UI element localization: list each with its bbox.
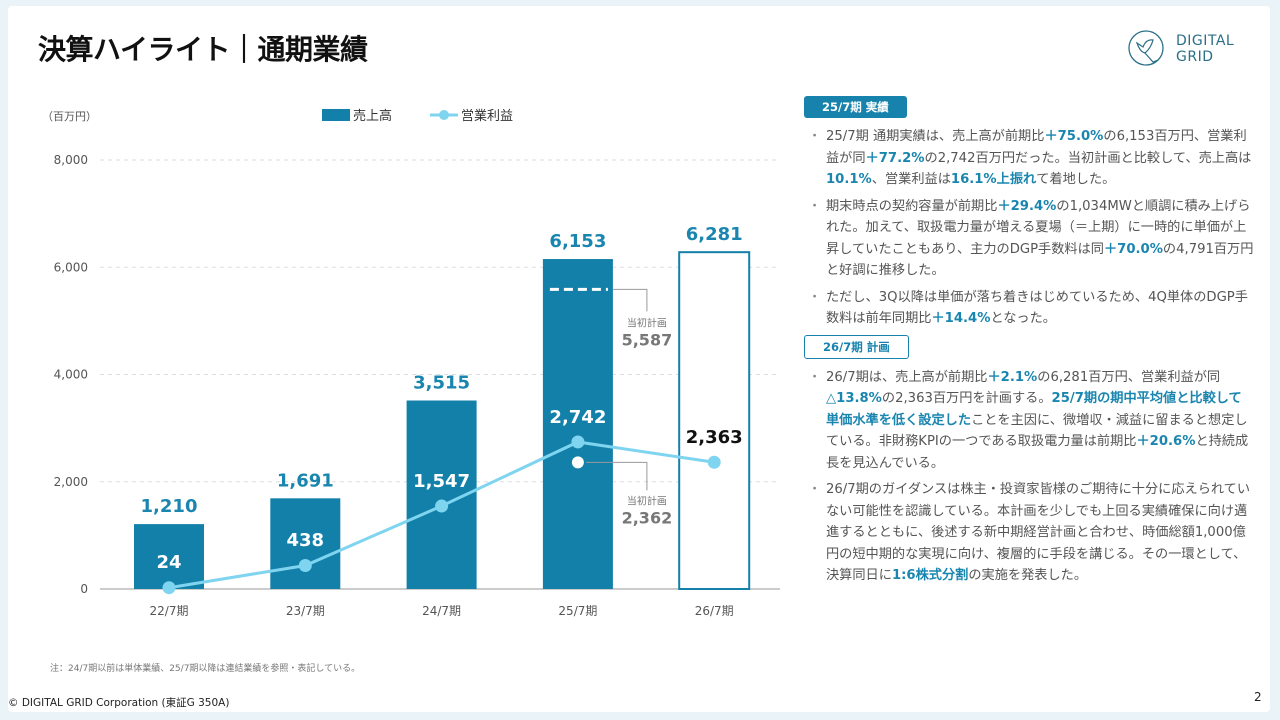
body-text: 、営業利益は	[871, 172, 951, 187]
body-text: の2,363百万円を計画する。	[881, 391, 1052, 406]
page-title: 決算ハイライト｜通期業績	[38, 33, 368, 66]
highlight-text: ＋70.0%	[1103, 241, 1163, 257]
y-tick-label: 4,000	[54, 368, 88, 382]
highlight-text: ＋29.4%	[997, 198, 1057, 214]
x-tick-label: 26/7期	[695, 604, 734, 618]
annotation-value: 2,362	[622, 508, 673, 527]
bullet-item: 期末時点の契約容量が前期比＋29.4%の1,034MWと順調に積み上げられた。加…	[804, 196, 1254, 282]
highlight-text: ＋75.0%	[1044, 129, 1104, 144]
footnote: 注：24/7期以前は単体業績、25/7期以降は連結業績を参照・表記している。	[50, 664, 361, 674]
annotation-leader	[585, 461, 648, 491]
body-text: ただし、3Q以降は単価が落ち着きはじめているため、4Q単体のDGP手数料は前年同…	[826, 289, 1248, 327]
revenue-profit-chart: （百万円） 0 2,000 4,000 6,000 8,000 売上高 営業利益 1,210 22…	[42, 108, 780, 618]
profit-point	[571, 435, 585, 449]
x-tick-label: 22/7期	[150, 604, 189, 618]
body-text: の6,153百万円、営業利益が同	[826, 129, 1247, 166]
profit-point	[707, 455, 721, 469]
body-text: 26/7期のガイダンスは株主・投資家皆様のご期待に十分に応えられていない可能性を…	[826, 482, 1251, 583]
bird-logo-icon	[1128, 30, 1164, 66]
body-text: の1,034MWと順調に積み上げられた。加えて、取扱電力量が増える夏場（＝上期）…	[826, 198, 1251, 257]
section-badge: 26/7期 計画	[804, 334, 909, 359]
bar-sales	[134, 524, 204, 589]
x-tick-label: 23/7期	[286, 604, 325, 618]
body-text: と持続成長を見込んでいる。	[826, 434, 1249, 471]
annotation-value: 5,587	[622, 330, 673, 349]
body-text: となった。	[990, 311, 1056, 326]
body-text: ことを主因に、微増収・減益に留まると想定している。非財務KPIの一つである取扱電…	[826, 412, 1248, 450]
x-tick-label: 25/7期	[558, 604, 597, 618]
body-text: 25/7期 通期実績は、売上高が前期比	[826, 129, 1045, 144]
y-tick-label: 2,000	[54, 475, 88, 489]
profit-value-label: 1,547	[413, 471, 470, 492]
bar-sales	[542, 259, 613, 589]
bar-value-label: 6,153	[549, 231, 606, 252]
body-text: 期末時点の契約容量が前期比	[826, 198, 998, 214]
page-number: 2	[1254, 690, 1262, 704]
profit-point	[435, 499, 449, 513]
bullet-item: ただし、3Q以降は単価が落ち着きはじめているため、4Q単体のDGP手数料は前年同…	[804, 287, 1254, 330]
legend-label-profit: 営業利益	[461, 108, 513, 124]
highlight-text: 10.1%	[826, 172, 872, 187]
bullet-item: 26/7期は、売上高が前期比＋2.1%の6,281百万円、営業利益が同 △13.8…	[804, 367, 1254, 475]
y-tick-label: 0	[80, 582, 88, 596]
logo-text-digital: DIGITAL	[1176, 33, 1235, 49]
highlight-text: ＋14.4%	[931, 311, 991, 326]
body-text: の実施を発表した。	[968, 568, 1088, 583]
y-tick-label: 6,000	[54, 260, 88, 274]
highlight-text: ＋2.1%	[987, 369, 1038, 385]
plan-profit-marker	[571, 456, 584, 469]
bar-value-label: 3,515	[413, 373, 470, 394]
bullet-list: 25/7期 通期実績は、売上高が前期比＋75.0%の6,153百万円、営業利益が…	[804, 126, 1254, 330]
section-badge: 25/7期 実績	[804, 96, 907, 118]
logo-text-grid: GRID	[1176, 49, 1214, 65]
company-logo: DIGITAL GRID	[1126, 28, 1234, 70]
x-tick-label: 24/7期	[422, 604, 461, 618]
body-text: の2,742百万円だった。当初計画と比較して、売上高は	[924, 150, 1252, 166]
legend-marker	[439, 110, 449, 120]
body-text: て着地した。	[1036, 172, 1116, 187]
commentary-panel: 25/7期 実績 25/7期 通期実績は、売上高が前期比＋75.0%の6,153百…	[804, 96, 1254, 592]
highlight-text: 25/7期の期中平均値と比較して単価水準を低く設定した	[826, 391, 1242, 428]
bar-value-label: 1,210	[141, 496, 198, 517]
profit-value-label: 24	[156, 552, 181, 573]
highlight-text: 1:6株式分割	[891, 568, 969, 583]
bar-value-label: 6,281	[686, 224, 743, 245]
legend-label-sales: 売上高	[353, 108, 392, 124]
annotation-label: 当初計画	[627, 316, 667, 329]
bar-value-label: 1,691	[277, 470, 334, 491]
highlight-text: ＋77.2%	[865, 150, 925, 166]
body-text: の4,791百万円と好調に推移した。	[826, 241, 1254, 279]
body-text: 26/7期は、売上高が前期比	[826, 369, 988, 385]
body-text: の6,281百万円、営業利益が同	[1037, 369, 1221, 385]
slide: 決算ハイライト｜通期業績 DIGITAL GRID 注：24/7期以前は単体業績…	[8, 6, 1270, 712]
y-unit-label: （百万円）	[42, 110, 97, 123]
profit-value-label: 438	[287, 530, 325, 551]
bullet-item: 25/7期 通期実績は、売上高が前期比＋75.0%の6,153百万円、営業利益が…	[804, 126, 1254, 191]
bullet-item: 26/7期のガイダンスは株主・投資家皆様のご期待に十分に応えられていない可能性を…	[804, 479, 1254, 587]
highlight-text: ＋20.6%	[1136, 434, 1196, 449]
highlight-text: 16.1%上振れ	[950, 172, 1037, 187]
profit-value-label: 2,742	[549, 407, 606, 428]
y-tick-label: 8,000	[54, 153, 88, 167]
profit-value-label: 2,363	[686, 427, 743, 448]
profit-point	[162, 581, 176, 595]
annotation-label: 当初計画	[627, 494, 667, 507]
bar-sales	[270, 498, 341, 589]
bullet-list: 26/7期は、売上高が前期比＋2.1%の6,281百万円、営業利益が同 △13.8…	[804, 367, 1254, 587]
profit-point	[298, 559, 312, 573]
legend-swatch-bar	[322, 109, 350, 121]
bar-sales	[678, 251, 751, 591]
copyright: © DIGITAL GRID Corporation (東証G 350A)	[8, 697, 230, 709]
annotation-leader	[612, 288, 648, 312]
highlight-text: △13.8%	[826, 391, 882, 406]
section-plan: 26/7期 計画 26/7期は、売上高が前期比＋2.1%の6,281百万円、営業利…	[804, 334, 1254, 587]
section-results: 25/7期 実績 25/7期 通期実績は、売上高が前期比＋75.0%の6,153百…	[804, 96, 1254, 330]
